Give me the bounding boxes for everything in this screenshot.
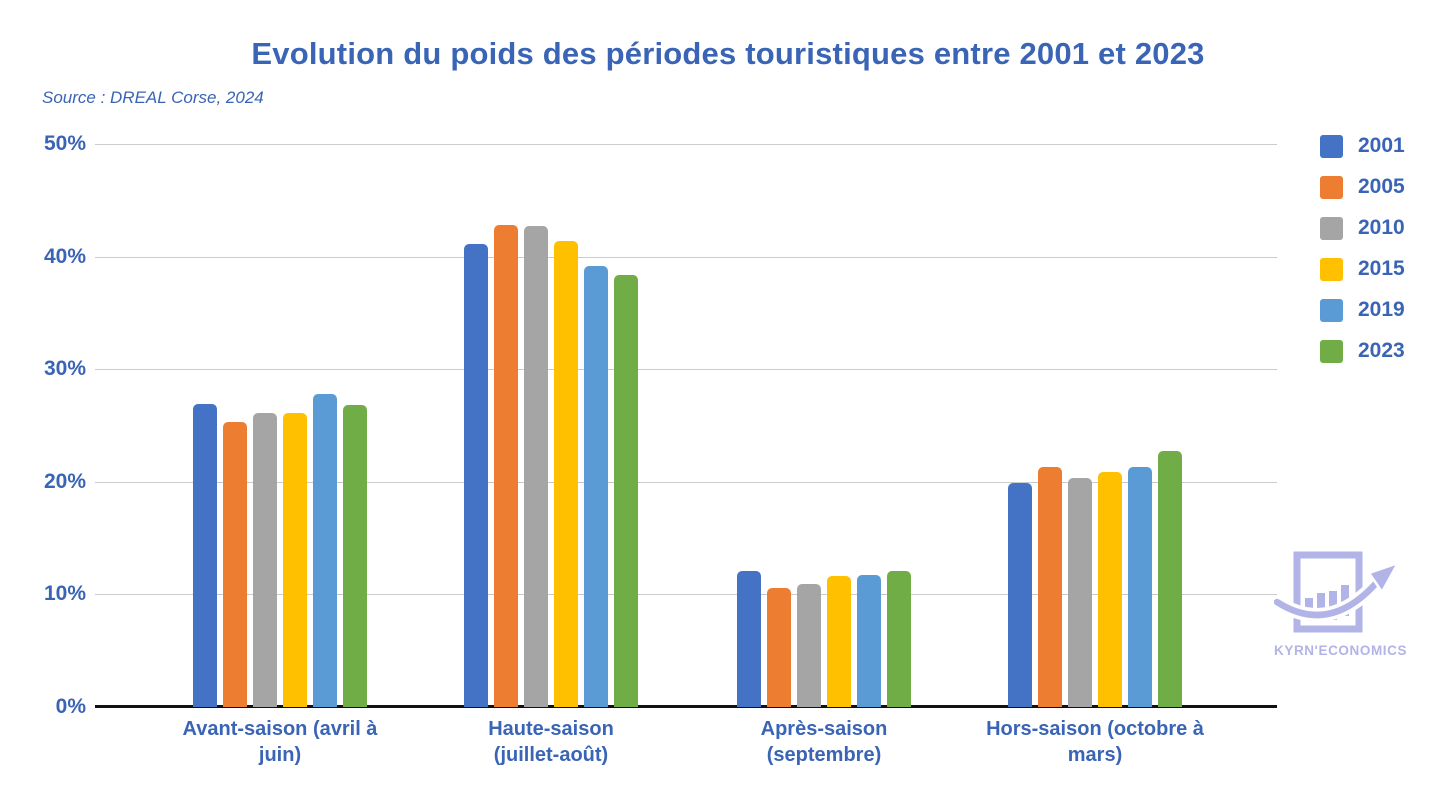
legend-swatch-2019: [1320, 298, 1343, 322]
legend: 2001 2005 2010 2015 2019 2023: [1320, 134, 1405, 380]
bar-2010-category-4: [1068, 478, 1092, 707]
legend-item-2010: 2010: [1320, 216, 1405, 240]
brand-logo-text: KYRN'ECONOMICS: [1274, 643, 1408, 658]
bar-2023-category-4: [1158, 451, 1182, 707]
legend-item-2005: 2005: [1320, 175, 1405, 199]
legend-label-2015: 2015: [1358, 257, 1405, 280]
gridline-30%: [95, 369, 1277, 371]
chart-title: Evolution du poids des périodes touristi…: [251, 36, 1205, 71]
bar-2010-category-1: [253, 413, 277, 707]
y-tick-0%: 0%: [55, 695, 86, 718]
bar-2001-category-4: [1008, 482, 1032, 707]
legend-label-2005: 2005: [1358, 175, 1405, 198]
bar-2001-category-3: [737, 570, 761, 707]
y-tick-30%: 30%: [43, 357, 86, 381]
legend-swatch-2001: [1320, 134, 1343, 158]
x-tick-category-2: Haute-saison (juillet-août): [488, 718, 614, 766]
gridline-20%: [95, 481, 1277, 483]
bar-2019-category-1: [313, 393, 337, 707]
bar-2001-category-2: [464, 244, 488, 707]
bar-2015-category-2: [554, 240, 578, 707]
bar-2023-category-1: [343, 405, 367, 707]
bar-2019-category-4: [1128, 467, 1152, 707]
legend-item-2023: 2023: [1320, 339, 1405, 363]
legend-label-2023: 2023: [1358, 339, 1405, 362]
bar-2015-category-1: [283, 413, 307, 707]
legend-swatch-2005: [1320, 175, 1343, 199]
bar-2010-category-3: [797, 584, 821, 707]
bar-2023-category-2: [614, 274, 638, 707]
bar-2005-category-1: [223, 422, 247, 707]
y-tick-40%: 40%: [43, 244, 86, 268]
gridline-50%: [95, 144, 1277, 145]
bar-2001-category-1: [193, 404, 217, 707]
x-axis-line: [95, 705, 1277, 708]
x-tick-category-3: Après-saison (septembre): [760, 718, 888, 766]
bar-2015-category-3: [827, 576, 851, 707]
legend-swatch-2023: [1320, 339, 1343, 363]
legend-item-2001: 2001: [1320, 134, 1405, 158]
bar-2015-category-4: [1098, 471, 1122, 707]
legend-item-2015: 2015: [1320, 257, 1405, 281]
y-tick-20%: 20%: [43, 469, 86, 493]
growth-arrow-icon: [1270, 560, 1401, 622]
brand-logo: KYRN'ECONOMICS: [1270, 550, 1408, 658]
x-tick-category-1: Avant-saison (avril à juin): [182, 718, 378, 766]
legend-swatch-2010: [1320, 216, 1343, 240]
gridline-10%: [95, 594, 1277, 596]
legend-swatch-2015: [1320, 257, 1343, 281]
gridline-40%: [95, 256, 1277, 258]
bar-2010-category-2: [524, 226, 548, 707]
legend-label-2010: 2010: [1358, 216, 1405, 239]
chart-source: Source : DREAL Corse, 2024: [42, 88, 264, 107]
bar-2005-category-4: [1038, 467, 1062, 707]
legend-label-2019: 2019: [1358, 298, 1405, 321]
y-tick-50%: 50%: [43, 132, 86, 155]
bar-2019-category-3: [857, 575, 881, 707]
bar-2005-category-3: [767, 587, 791, 707]
bar-2023-category-3: [887, 570, 911, 707]
trending-chart-logo-icon: [1270, 551, 1401, 633]
bar-2019-category-2: [584, 265, 608, 707]
legend-item-2019: 2019: [1320, 298, 1405, 322]
plot-area: [95, 144, 1277, 708]
bar-2005-category-2: [494, 225, 518, 707]
legend-label-2001: 2001: [1358, 134, 1405, 157]
y-tick-10%: 10%: [43, 582, 86, 606]
x-tick-category-4: Hors-saison (octobre à mars): [986, 718, 1204, 766]
